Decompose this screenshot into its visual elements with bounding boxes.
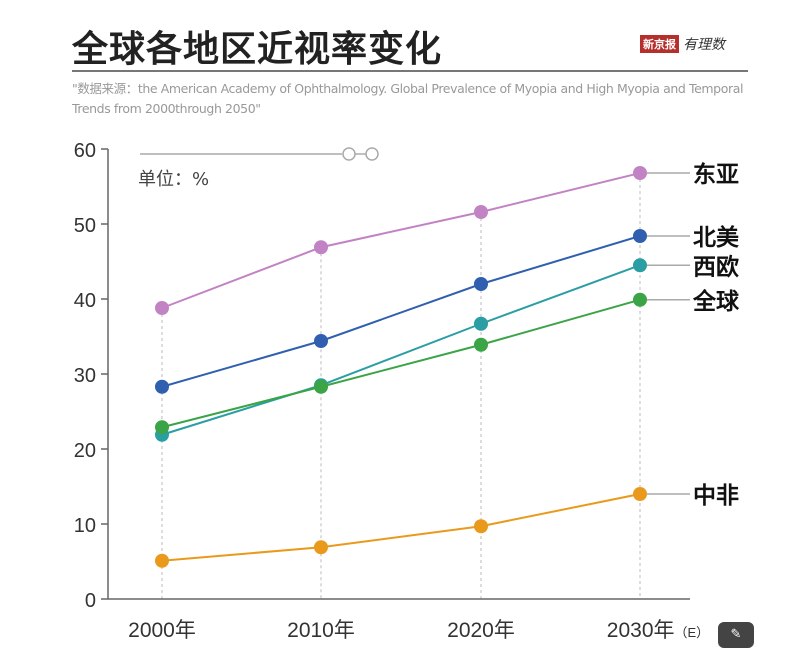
logo: 新京报 有理数 <box>640 34 725 54</box>
data-point <box>155 420 169 435</box>
decor-circle <box>342 147 356 161</box>
data-point <box>314 240 328 255</box>
series-line <box>161 235 641 388</box>
data-point <box>633 166 647 180</box>
data-point <box>155 553 169 568</box>
page-title: 全球各地区近视率变化 <box>72 29 443 70</box>
series-label: 北美 <box>693 224 739 251</box>
unit-label: 单位：% <box>138 169 209 190</box>
y-tick-label: 20 <box>74 440 96 462</box>
logo-script: 有理数 <box>683 37 725 53</box>
y-tick-label: 10 <box>74 515 96 537</box>
x-tick-label: 2030年（E） <box>607 619 709 642</box>
decor-circle <box>365 147 379 161</box>
data-point <box>314 540 328 555</box>
series-line <box>161 493 641 562</box>
x-tick-label: 2010年 <box>287 619 355 642</box>
series-line <box>161 264 641 436</box>
series-label: 东亚 <box>693 161 739 188</box>
data-point <box>633 487 647 501</box>
logo-badge: 新京报 <box>640 35 679 53</box>
data-point <box>474 316 488 331</box>
data-point <box>633 258 647 273</box>
x-tick-label: 2020年 <box>447 619 515 642</box>
y-tick-label: 60 <box>74 140 96 162</box>
estimate-suffix: （E） <box>675 625 710 640</box>
title-rule <box>72 70 748 72</box>
data-point <box>474 205 488 219</box>
y-tick-label: 50 <box>74 215 96 237</box>
series-line <box>161 298 641 429</box>
data-point <box>633 292 647 307</box>
data-point <box>474 277 488 291</box>
y-tick-label: 30 <box>74 365 96 387</box>
series-label: 西欧 <box>693 254 739 280</box>
data-point <box>474 519 488 534</box>
data-point <box>314 379 328 394</box>
data-point <box>155 379 169 394</box>
data-point <box>155 301 169 315</box>
series-label: 全球 <box>692 288 740 315</box>
series-line <box>161 172 641 309</box>
x-tick-label: 2000年 <box>128 619 196 642</box>
y-tick-label: 40 <box>74 290 96 312</box>
series-label: 中非 <box>693 483 739 509</box>
magic-wand-icon[interactable]: ✎ <box>718 622 754 648</box>
source-note: "数据来源：the American Academy of Ophthalmol… <box>72 81 744 116</box>
y-tick-label: 0 <box>85 590 96 612</box>
data-point <box>633 229 647 243</box>
data-point <box>474 337 488 352</box>
data-point <box>314 334 328 348</box>
